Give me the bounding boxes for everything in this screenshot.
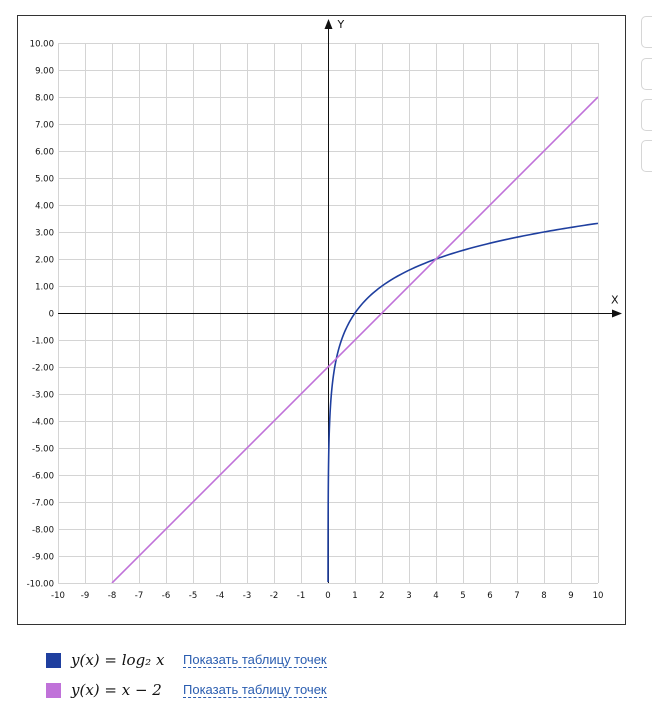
y-axis-arrow-icon [324,19,333,29]
x-tick-label: -4 [216,591,224,601]
y-tick-label: 1.00 [35,283,54,293]
x-axis-arrow-icon [612,309,622,318]
y-tick-label: 7.00 [35,121,54,131]
y-tick-label: -9.00 [32,553,54,563]
y-tick-label: -6.00 [32,472,54,482]
x-tick-label: 2 [379,591,384,601]
side-tool-button-3[interactable] [641,99,652,131]
x-tick-label: -10 [51,591,65,601]
x-tick-label: -2 [270,591,278,601]
x-tick-label: 5 [460,591,465,601]
y-tick-label: -4.00 [32,418,54,428]
x-tick-label: 3 [406,591,411,601]
x-tick-label: 4 [433,591,438,601]
side-tool-button-1[interactable] [641,16,652,48]
side-tool-button-2[interactable] [641,58,652,90]
x-tick-label: 9 [568,591,573,601]
x-tick-label: -1 [297,591,305,601]
y-tick-label: 2.00 [35,256,54,266]
x-tick-label: -9 [81,591,89,601]
y-tick-label: 5.00 [35,175,54,185]
y-tick-label: 6.00 [35,148,54,158]
x-tick-label: 8 [541,591,546,601]
x-tick-label: 7 [514,591,519,601]
y-tick-label: 9.00 [35,67,54,77]
show-points-table-link-linear[interactable]: Показать таблицу точек [183,682,327,698]
y-tick-label: -5.00 [32,445,54,455]
x-tick-label: -3 [243,591,251,601]
x-tick-label: 10 [593,591,604,601]
side-tool-button-4[interactable] [641,140,652,172]
x-tick-label: -5 [189,591,197,601]
y-axis-label: Y [337,18,345,31]
y-tick-label: -3.00 [32,391,54,401]
x-tick-label: -6 [162,591,170,601]
chart-canvas: XY-10 -9 -8 -7 -6 -5 -4 -3 -2 -1 0 1 2 3 4 5 6 7 8 9 1010.00… [27,18,622,601]
x-tick-label: -7 [135,591,143,601]
legend-formula-linear: y(x) = x − 2 [71,681,162,699]
x-tick-label: 0 [325,591,330,601]
y-tick-label: 8.00 [35,94,54,104]
series-line-log [327,222,598,583]
y-tick-label: 4.00 [35,202,54,212]
y-tick-label: -8.00 [32,526,54,536]
legend-item-log: y(x) = log₂ x Показать таблицу точек [46,650,327,670]
legend-swatch-log [46,652,61,668]
y-tick-label: -1.00 [32,337,54,347]
show-points-table-link-log[interactable]: Показать таблицу точек [183,652,327,668]
y-tick-label: 10.00 [30,40,54,50]
x-axis-label: X [611,294,619,307]
y-tick-label: -7.00 [32,499,54,509]
y-tick-label: -10.00 [27,580,54,590]
x-tick-label: -8 [108,591,116,601]
y-tick-label: -2.00 [32,364,54,374]
y-tick-label: 0 [49,310,54,320]
plot-frame: X Y -10 -9 -8 -7 -6 -5 -4 -3 -2 -1 0 1 2 3 4 5 6 7 8 9 10 10.00… [17,15,626,625]
legend-formula-log: y(x) = log₂ x [71,651,165,669]
legend-swatch-linear [46,682,61,698]
x-tick-label: 1 [352,591,357,601]
y-tick-label: 3.00 [35,229,54,239]
legend-item-linear: y(x) = x − 2 Показать таблицу точек [46,680,327,700]
x-tick-label: 6 [487,591,492,601]
series-line-linear [111,96,598,583]
